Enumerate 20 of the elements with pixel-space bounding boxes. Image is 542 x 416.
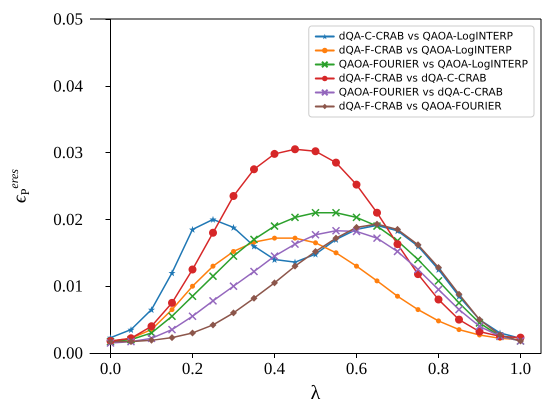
y-tick-label: 0.00 xyxy=(53,344,83,362)
x-axis-title: λ xyxy=(310,382,321,404)
legend-label: dQA-F-CRAB vs dQA-C-CRAB xyxy=(338,72,487,84)
y-tick-label: 0.04 xyxy=(53,76,84,96)
legend-label: dQA-C-CRAB vs QAOA-LogINTERP xyxy=(338,30,513,42)
legend-label: QAOA-FOURIER vs QAOA-LogINTERP xyxy=(338,58,528,70)
legend-label: QAOA-FOURIER vs dQA-C-CRAB xyxy=(338,86,503,98)
x-tick-label: 0.2 xyxy=(182,359,204,378)
x-tick-label: 0.0 xyxy=(100,359,122,378)
legend-label: dQA-F-CRAB vs QAOA-FOURIER xyxy=(338,100,502,112)
y-tick-label: 0.05 xyxy=(53,10,83,28)
x-tick-label: 0.8 xyxy=(428,359,450,378)
x-tick-label: 0.6 xyxy=(346,359,368,378)
legend-label: dQA-F-CRAB vs QAOA-LogINTERP xyxy=(338,44,512,56)
y-tick-label: 0.03 xyxy=(53,143,83,162)
y-tick-label: 0.01 xyxy=(53,276,83,296)
x-tick-label: 0.4 xyxy=(264,359,286,378)
x-tick-label: 1.0 xyxy=(510,359,532,378)
y-tick-label: 0.02 xyxy=(53,210,83,229)
y-axis-title: ϵPeres xyxy=(7,168,32,203)
